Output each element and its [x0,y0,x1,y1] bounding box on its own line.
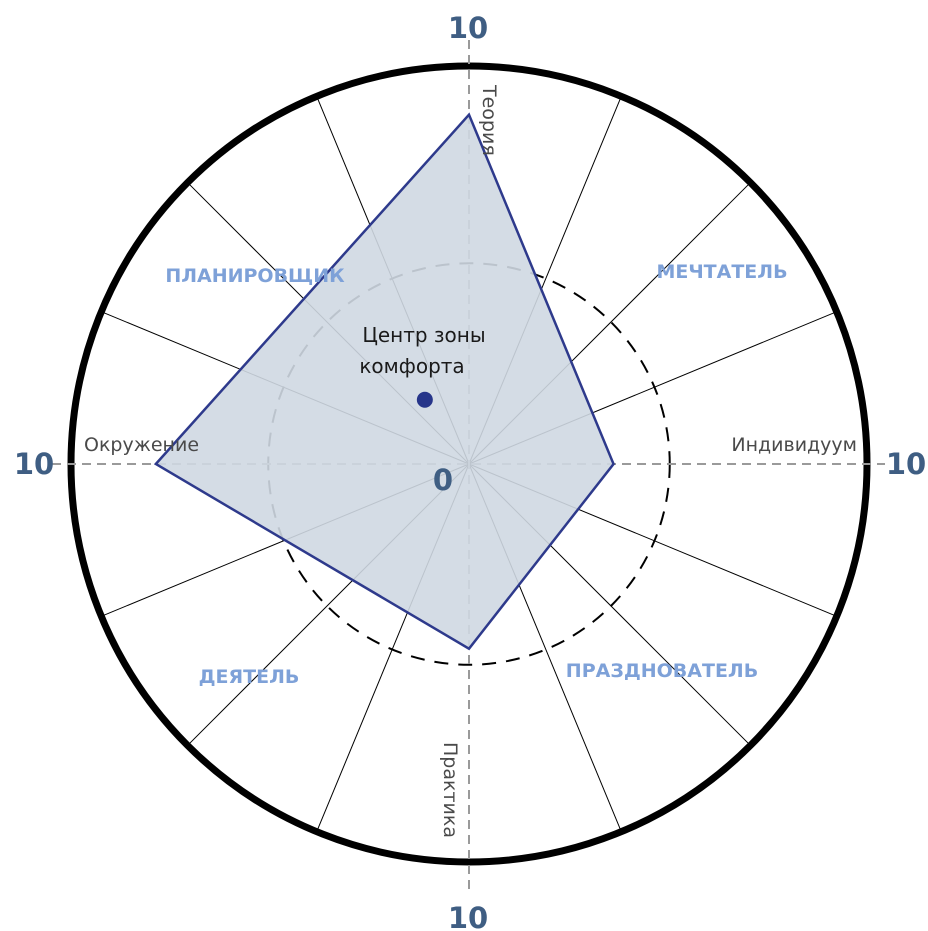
axis-label-practice: Практика [439,742,461,838]
center-zero-label: 0 [433,463,453,497]
axis-label-environment: Окружение [84,434,199,456]
comfort-center-label-line2: комфорта [359,354,464,378]
scale-max-right: 10 [886,447,926,481]
axis-label-individual: Индивидуум [731,434,857,456]
comfort-center-label-line1: Центр зоны [362,323,485,347]
quadrant-label-planner: ПЛАНИРОВЩИК [165,265,345,287]
quadrant-label-dreamer: МЕЧТАТЕЛЬ [656,261,787,283]
scale-max-bottom: 10 [448,901,488,931]
value-polygon [153,112,615,651]
quadrant-label-celebrator: ПРАЗДНОВАТЕЛЬ [566,660,758,682]
scale-max-top: 10 [448,11,488,45]
quadrant-label-doer: ДЕЯТЕЛЬ [199,666,300,688]
axis-label-theory: Теория [478,84,500,156]
comfort-center-dot [416,391,433,408]
scale-max-left: 10 [14,447,54,481]
